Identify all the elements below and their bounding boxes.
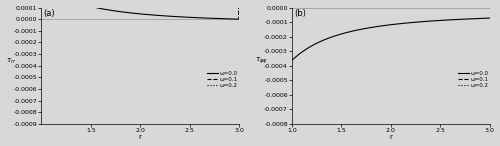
ω=0.0: [103, 9, 109, 10]
X-axis label: r: r: [390, 134, 392, 140]
ω=0.0: [181, 16, 187, 18]
ω=0.0: [367, 27, 373, 28]
Line: ω=0.1: ω=0.1: [42, 0, 239, 19]
Legend: ω=0.0, ω=0.1, ω=0.2: ω=0.0, ω=0.1, ω=0.2: [205, 69, 240, 91]
ω=0.0: [313, 43, 319, 45]
Text: (b): (b): [294, 9, 306, 18]
X-axis label: r: r: [139, 134, 141, 140]
ω=0.0: [432, 20, 438, 22]
Y-axis label: $\tau_{\varphi\varphi}$: $\tau_{\varphi\varphi}$: [255, 55, 268, 66]
Y-axis label: $\tau_{rr}$: $\tau_{rr}$: [6, 57, 16, 66]
ω=0.0: [162, 15, 168, 17]
Line: ω=0.2: ω=0.2: [42, 0, 239, 19]
ω=0.0: [116, 11, 122, 12]
ω=0.0: [354, 29, 360, 31]
ω=0.0: [486, 17, 492, 19]
ω=0.0: [182, 16, 188, 18]
ω=0.0: [432, 20, 438, 22]
Text: (a): (a): [44, 9, 55, 18]
ω=0.1: [236, 18, 242, 20]
ω=0.0: [236, 18, 242, 20]
Line: ω=0.0: ω=0.0: [292, 18, 490, 60]
Line: ω=0.0: ω=0.0: [42, 0, 239, 19]
ω=0.0: [289, 59, 295, 61]
ω=0.2: [236, 18, 242, 20]
Legend: ω=0.0, ω=0.1, ω=0.2: ω=0.0, ω=0.1, ω=0.2: [456, 69, 490, 91]
ω=0.0: [414, 21, 420, 23]
